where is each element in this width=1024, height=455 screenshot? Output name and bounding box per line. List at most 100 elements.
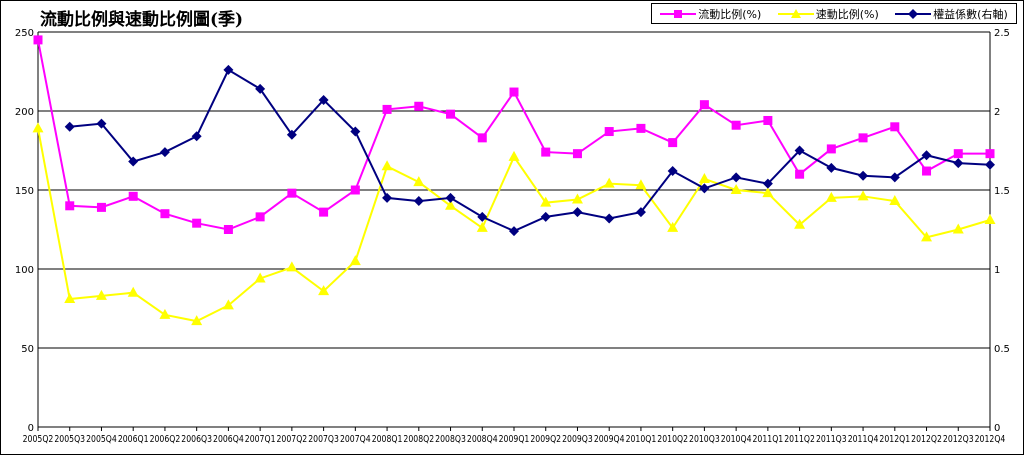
data-point-diamond: [318, 94, 329, 105]
data-point-triangle: [921, 231, 933, 242]
data-point-square: [604, 127, 614, 137]
chart-legend: 流動比例(%) 速動比例(%) 權益係數(右軸): [651, 3, 1017, 24]
x-tick-label: 2005Q3: [54, 434, 85, 445]
data-point-diamond: [762, 178, 773, 189]
data-point-diamond: [921, 150, 932, 161]
x-tick-label: 2012Q2: [911, 434, 942, 445]
y-right-tick-label: 0.5: [994, 344, 1010, 355]
data-point-diamond: [572, 207, 583, 218]
data-point-diamond: [826, 162, 837, 173]
data-point-triangle: [508, 150, 520, 161]
data-point-diamond: [604, 213, 615, 224]
x-tick-label: 2007Q4: [340, 434, 371, 445]
y-right-tick-label: 0: [994, 423, 1000, 434]
x-tick-label: 2006Q3: [181, 434, 212, 445]
legend-swatch-current-ratio: [660, 9, 697, 18]
x-tick-label: 2009Q4: [594, 434, 625, 445]
data-point-diamond: [191, 131, 202, 142]
data-point-diamond: [509, 226, 519, 237]
data-point-square: [350, 185, 360, 195]
data-point-triangle: [127, 286, 139, 297]
data-point-square: [255, 212, 265, 222]
data-point-square: [509, 87, 519, 97]
data-point-triangle: [286, 261, 298, 272]
data-point-square: [446, 109, 456, 119]
data-point-square: [795, 169, 805, 179]
data-point-square: [858, 133, 868, 143]
data-point-triangle: [159, 308, 171, 319]
x-tick-label: 2006Q4: [213, 434, 244, 445]
data-point-diamond: [64, 121, 75, 132]
y-right-tick-label: 1: [994, 265, 1000, 276]
data-point-diamond: [953, 158, 964, 169]
data-point-square: [414, 101, 424, 111]
x-tick-label: 2010Q4: [721, 434, 752, 445]
data-point-square: [763, 115, 773, 125]
legend-label-quick-ratio: 速動比例(%): [815, 7, 879, 21]
data-point-triangle: [32, 122, 44, 133]
data-point-diamond: [286, 129, 297, 140]
data-point-diamond: [667, 166, 678, 177]
x-tick-label: 2012Q4: [975, 434, 1006, 445]
x-tick-label: 2008Q3: [435, 434, 466, 445]
data-point-triangle: [952, 223, 964, 234]
data-point-square: [572, 149, 582, 159]
y-left-tick-label: 250: [15, 28, 34, 39]
data-point-diamond: [255, 83, 266, 94]
data-point-square: [953, 149, 963, 159]
x-tick-label: 2007Q3: [308, 434, 339, 445]
data-point-triangle: [413, 176, 425, 187]
data-point-square: [65, 201, 75, 211]
data-point-diamond: [477, 211, 488, 222]
data-point-triangle: [857, 190, 869, 201]
data-point-triangle: [349, 255, 361, 266]
data-point-diamond: [635, 207, 646, 218]
x-tick-label: 2012Q1: [879, 434, 910, 445]
y-left-tick-label: 100: [15, 265, 34, 276]
data-point-triangle: [635, 179, 647, 190]
x-tick-label: 2007Q1: [245, 434, 276, 445]
data-point-triangle: [540, 196, 552, 207]
data-point-square: [223, 225, 233, 234]
y-right-tick-label: 2: [994, 107, 1000, 118]
chart-title: 流動比例與速動比例圖(季): [40, 10, 244, 30]
data-point-diamond: [128, 156, 139, 167]
data-point-triangle: [762, 187, 774, 198]
data-point-triangle: [603, 177, 615, 188]
y-right-tick-label: 1.5: [994, 186, 1010, 197]
data-point-triangle: [730, 184, 742, 194]
data-point-diamond: [350, 126, 361, 137]
series-line-2: [69, 68, 991, 233]
x-tick-label: 2012Q3: [943, 434, 974, 445]
data-point-square: [890, 122, 900, 132]
x-tick-label: 2009Q1: [499, 434, 530, 445]
data-point-diamond: [889, 172, 900, 183]
data-point-square: [33, 35, 43, 45]
y-left-tick-label: 0: [28, 423, 34, 434]
data-point-triangle: [825, 191, 837, 202]
data-point-triangle: [254, 272, 266, 283]
data-point-diamond: [699, 183, 710, 194]
legend-swatch-equity-multiplier: [895, 8, 932, 19]
data-point-diamond: [382, 192, 393, 203]
data-point-diamond: [985, 159, 995, 170]
x-tick-label: 2008Q1: [372, 434, 403, 445]
data-point-triangle: [476, 221, 488, 232]
y-left-tick-label: 150: [15, 186, 34, 197]
data-point-triangle: [191, 315, 203, 326]
x-tick-label: 2006Q1: [118, 434, 149, 445]
data-point-square: [699, 100, 709, 110]
data-point-diamond: [731, 172, 742, 183]
data-point-square: [636, 123, 646, 133]
data-point-square: [192, 218, 202, 228]
y-left-tick-label: 200: [15, 107, 34, 118]
data-point-diamond: [223, 64, 234, 75]
data-point-square: [382, 104, 392, 114]
data-point-square: [160, 209, 170, 219]
data-point-square: [668, 138, 678, 148]
data-point-square: [287, 188, 297, 198]
data-point-triangle: [984, 214, 996, 225]
x-tick-label: 2010Q2: [657, 434, 688, 445]
legend-item-current-ratio: 流動比例(%): [660, 6, 761, 22]
